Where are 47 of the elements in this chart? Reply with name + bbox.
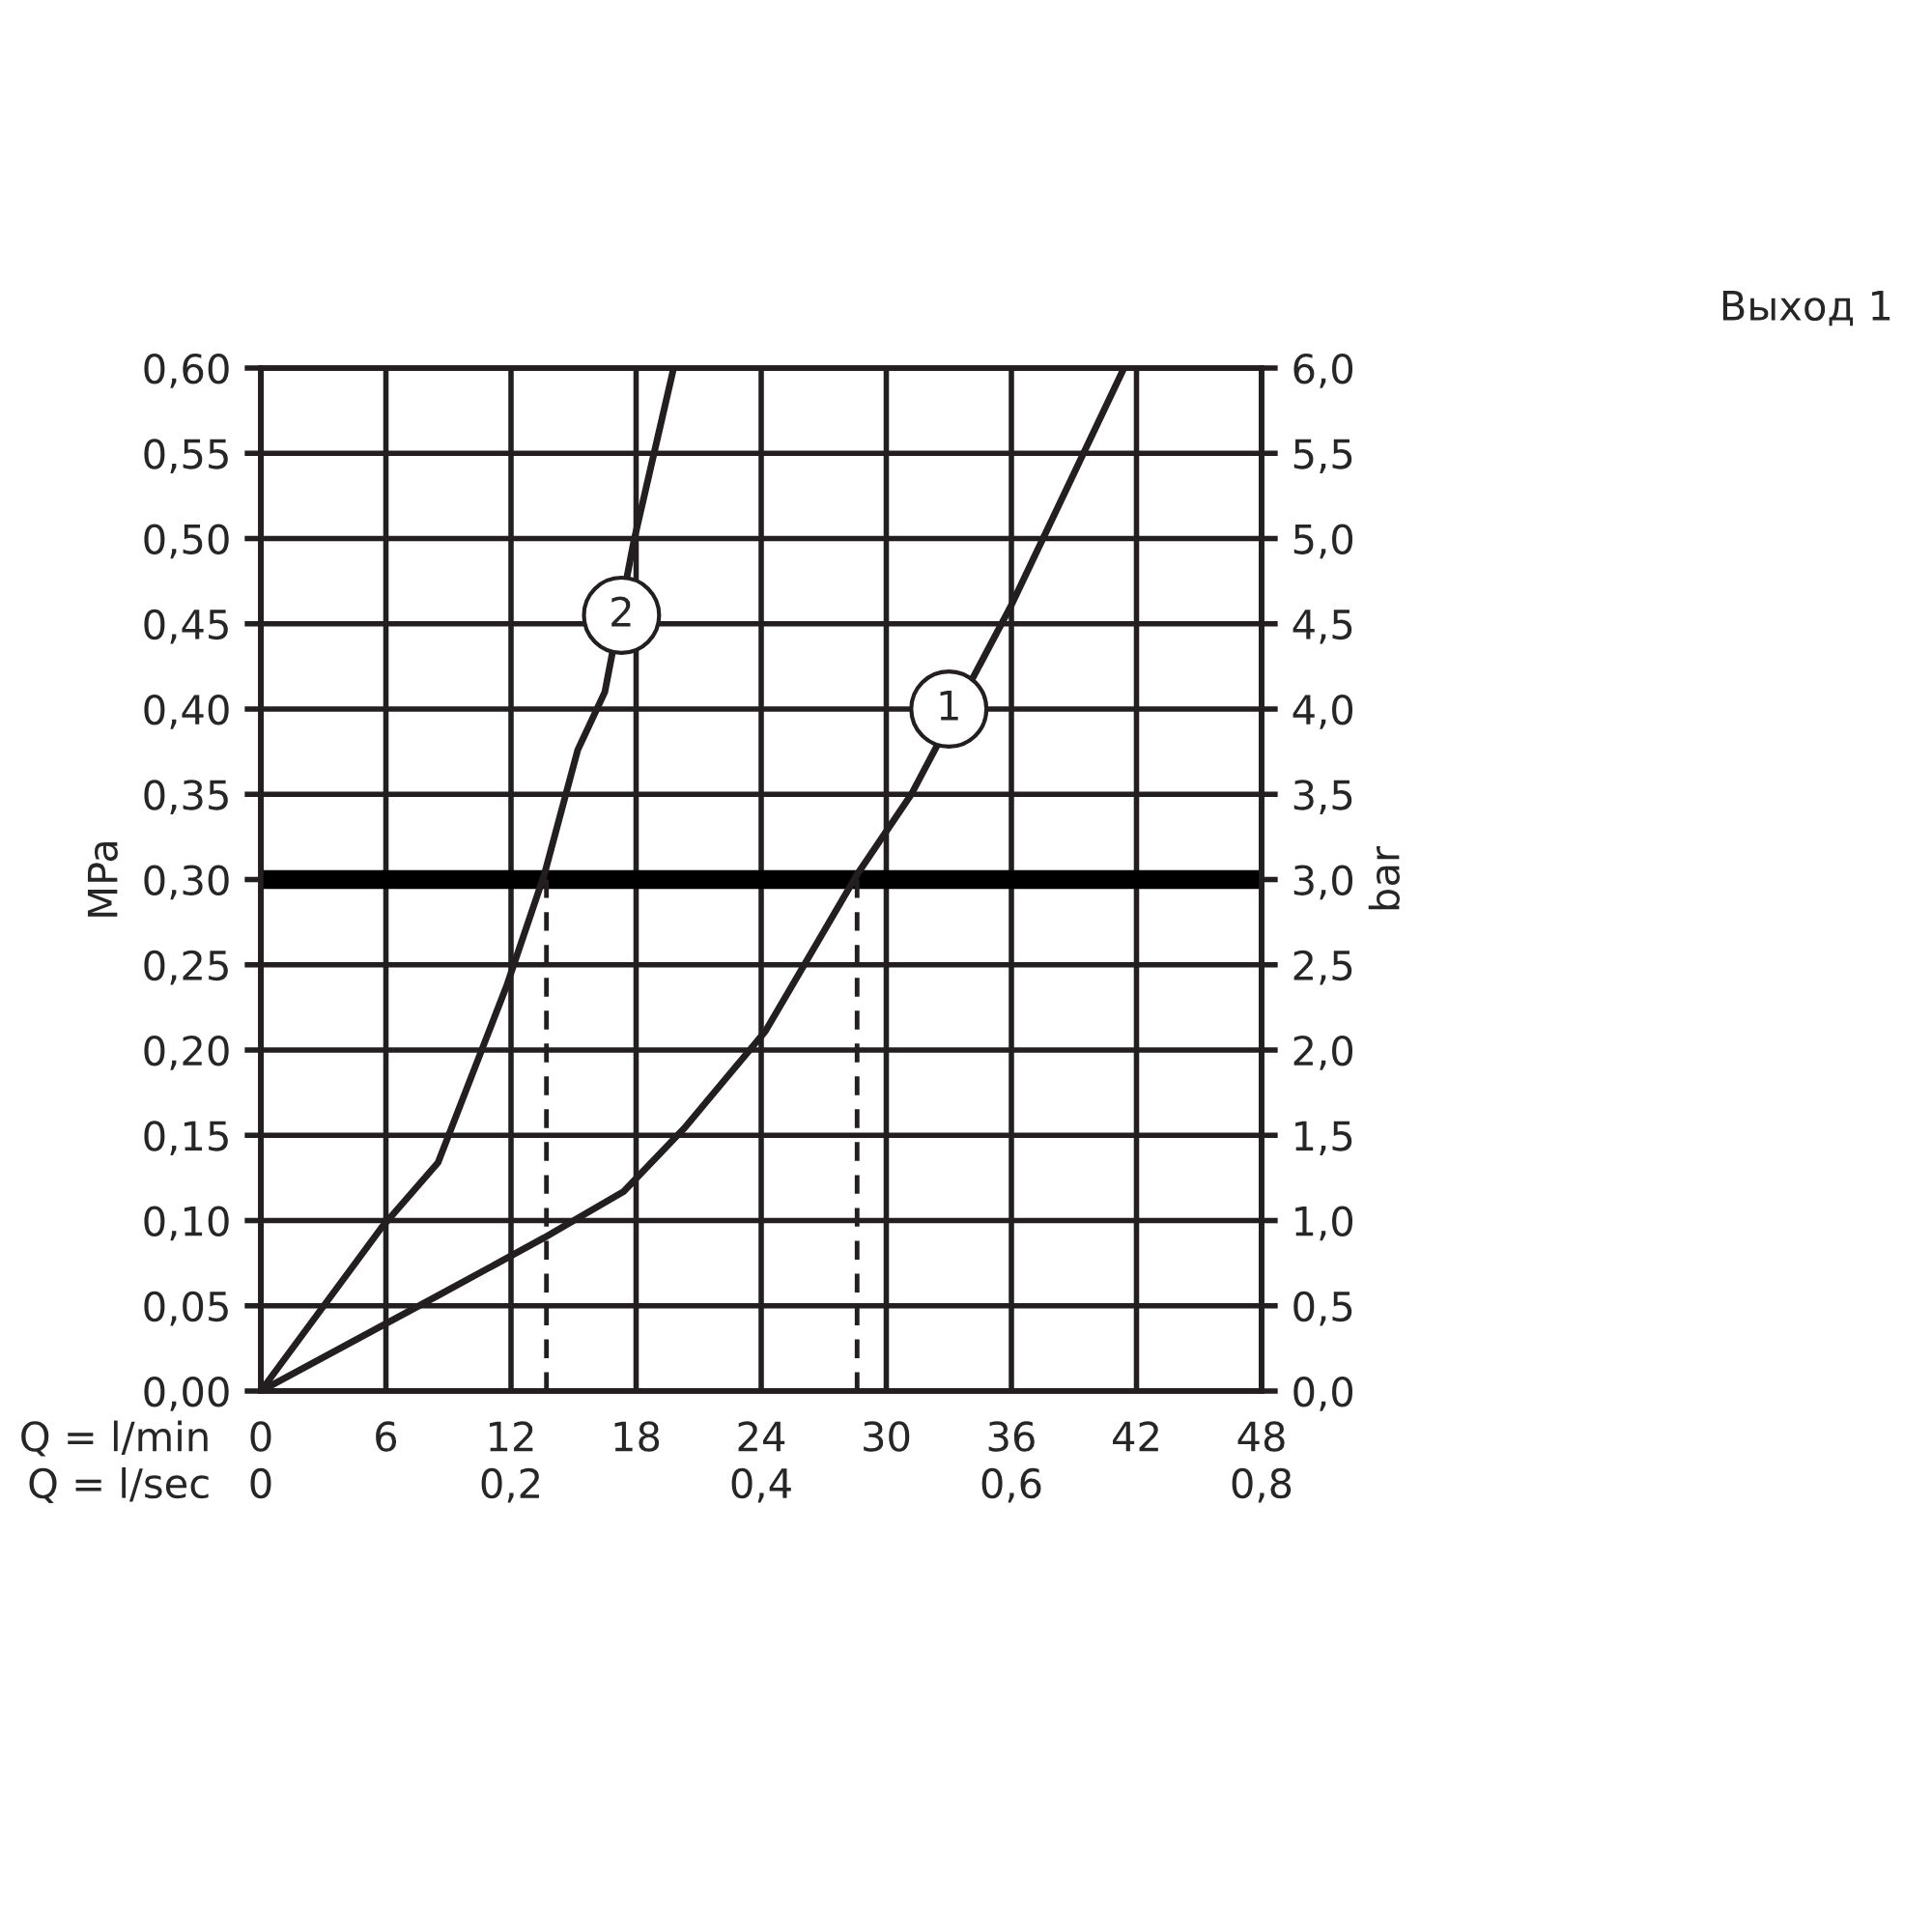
y-tick-label: 0,55 (144, 439, 228, 473)
y2-tick-label: 3,0 (1293, 865, 1353, 900)
x-tick-label: 36 (988, 1421, 1035, 1452)
annotation: 2 (611, 596, 631, 627)
y2-tick-label: 1,0 (1295, 1206, 1353, 1241)
y2-tick-label: 6,0 (1293, 353, 1353, 388)
y2-tick-label: 1,5 (1295, 1121, 1352, 1155)
x-tick-label: 42 (1113, 1421, 1158, 1452)
y-tick-label: 0,35 (144, 780, 228, 814)
x-tick-label: 6 (376, 1421, 397, 1452)
y-tick-label: 0,25 (144, 950, 228, 985)
x-tick-label: 0 (250, 1421, 271, 1452)
y-axis-title: MPa (87, 841, 118, 917)
y-tick-label: 0,20 (144, 1035, 229, 1070)
y2-tick-label: 3,5 (1293, 780, 1352, 814)
y-tick-label: 0,10 (144, 1206, 229, 1241)
y-tick-label: 0,15 (144, 1121, 228, 1155)
y-tick-label: 0,60 (144, 353, 229, 388)
y2-axis-title: bar (1368, 845, 1400, 910)
x-axis-title: Q = l/min (21, 1420, 208, 1457)
x2-tick-label: 0,6 (981, 1467, 1041, 1503)
y-tick-label: 0,45 (144, 609, 228, 644)
x2-tick-label: 0,2 (481, 1467, 539, 1503)
y2-tick-label: 0,5 (1293, 1291, 1352, 1326)
x-tick-label: 18 (614, 1421, 660, 1452)
x2-tick-label: 0,8 (1232, 1467, 1292, 1503)
y2-tick-label: 2,0 (1293, 1035, 1353, 1070)
y2-tick-label: 5,0 (1293, 524, 1353, 559)
y-tick-label: 0,00 (144, 1376, 229, 1411)
x2-tick-label: 0,4 (731, 1467, 791, 1503)
x2-axis-title: Q = l/sec (29, 1466, 209, 1504)
y-tick-label: 0,30 (144, 865, 229, 900)
y2-tick-label: 4,0 (1293, 694, 1353, 729)
x-tick-label: 12 (490, 1421, 533, 1452)
x-tick-label: 48 (1237, 1421, 1285, 1452)
y-tick-label: 0,05 (144, 1291, 228, 1326)
x2-tick-label: 0 (250, 1467, 271, 1499)
y2-tick-label: 2,5 (1293, 950, 1352, 985)
x-tick-label: 24 (738, 1421, 785, 1452)
y-tick-label: 0,40 (144, 694, 229, 729)
y-tick-label: 0,50 (144, 524, 229, 559)
y2-tick-label: 4,5 (1293, 610, 1352, 644)
y2-tick-label: 0,0 (1293, 1376, 1353, 1411)
annotation: 1 (940, 691, 958, 721)
text: Выход 1 (1722, 291, 1890, 327)
y2-tick-label: 5,5 (1293, 439, 1352, 473)
x-tick-label: 30 (864, 1421, 910, 1452)
